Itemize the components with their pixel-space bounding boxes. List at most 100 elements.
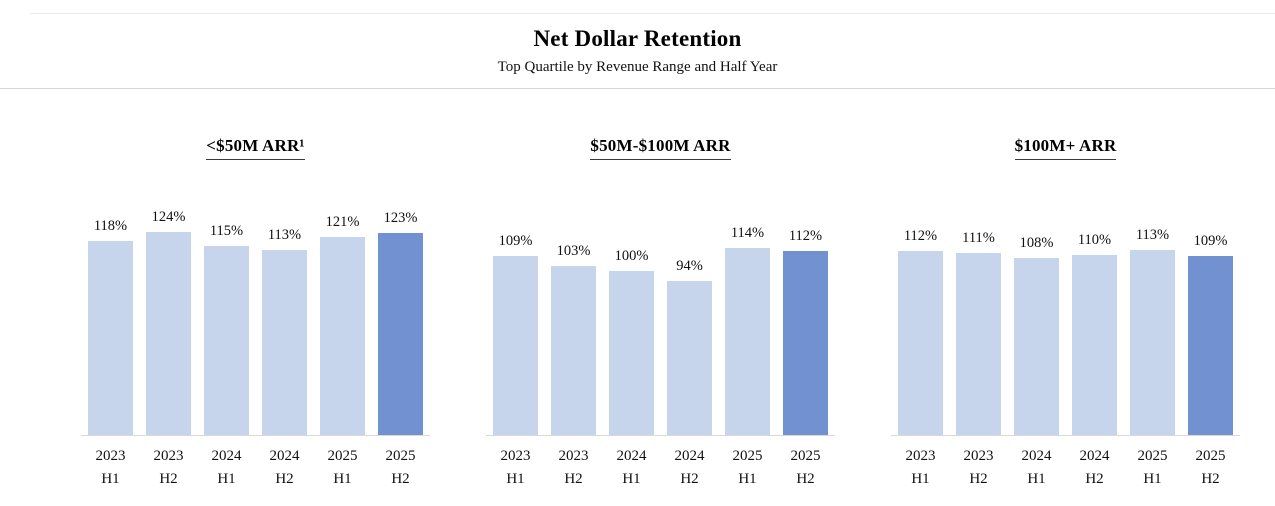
x-axis-label-half: H1 (1027, 471, 1046, 487)
x-axis-label-year: 2023 (95, 448, 126, 464)
bar-value-label: 100% (614, 248, 649, 264)
bar (1014, 258, 1059, 435)
bar (898, 251, 943, 435)
x-axis-label-year: 2025 (1137, 448, 1168, 464)
x-axis-label-year: 2025 (1195, 448, 1226, 464)
x-axis-label-half: H1 (101, 471, 120, 487)
x-axis-label-year: 2023 (153, 448, 184, 464)
x-axis-label-half: H2 (1085, 471, 1104, 487)
x-axis-label-year: 2023 (500, 448, 531, 464)
chart-panel: <$50M ARR¹ 118% 124% 115% 113% 121% 123% 2023 H1… (81, 89, 430, 491)
x-axis-label-half: H2 (564, 471, 583, 487)
bar-value-label: 112% (788, 228, 823, 244)
bar-group: 110% (1072, 232, 1117, 435)
x-axis-label-half: H1 (738, 471, 757, 487)
bar-group: 115% (204, 223, 249, 435)
chart-header: Net Dollar Retention Top Quartile by Rev… (0, 0, 1275, 89)
bar (378, 233, 423, 435)
x-axis-labels-row: 2023 H1 2023 H2 2024 H1 2024 H2 2025 H1 2025 H2 (81, 445, 430, 491)
bar-group: 94% (667, 258, 712, 435)
x-axis-label: 2025 H2 (378, 445, 423, 491)
x-axis-labels-row: 2023 H1 2023 H2 2024 H1 2024 H2 2025 H1 2025 H2 (486, 445, 835, 491)
x-axis-label-year: 2024 (1079, 448, 1110, 464)
x-axis-label: 2023 H1 (88, 445, 133, 491)
bar-group: 112% (783, 228, 828, 435)
panel-title: $100M+ ARR (1014, 136, 1117, 160)
bar-value-label: 103% (556, 243, 591, 259)
x-axis-label: 2023 H2 (551, 445, 596, 491)
x-axis-label-half: H1 (911, 471, 930, 487)
x-axis-label: 2025 H1 (725, 445, 770, 491)
bar-value-label: 113% (267, 227, 302, 243)
chart-title: Net Dollar Retention (533, 26, 742, 51)
bar (956, 253, 1001, 435)
x-axis-label-half: H1 (1143, 471, 1162, 487)
x-axis-label: 2025 H2 (783, 445, 828, 491)
x-axis-label-half: H1 (622, 471, 641, 487)
x-axis-label: 2024 H1 (609, 445, 654, 491)
x-axis-label-half: H2 (159, 471, 178, 487)
x-axis-label-year: 2025 (327, 448, 358, 464)
x-axis-label: 2024 H2 (262, 445, 307, 491)
panel-title-wrap: <$50M ARR¹ (81, 136, 430, 162)
x-axis-label-year: 2024 (211, 448, 242, 464)
bar-value-label: 112% (903, 228, 938, 244)
x-axis-label-year: 2025 (385, 448, 416, 464)
panels: <$50M ARR¹ 118% 124% 115% 113% 121% 123% 2023 H1… (81, 89, 1275, 491)
bar-group: 109% (493, 233, 538, 435)
bar-value-label: 111% (962, 230, 995, 246)
bar (667, 281, 712, 435)
bar (1072, 255, 1117, 435)
x-axis-label-year: 2023 (558, 448, 589, 464)
bar-group: 123% (378, 210, 423, 435)
panel-title: <$50M ARR¹ (206, 136, 305, 160)
bar-value-label: 109% (1193, 233, 1228, 249)
x-axis-label: 2024 H1 (1014, 445, 1059, 491)
x-axis-label-half: H2 (796, 471, 815, 487)
bar (262, 250, 307, 435)
bars-row: 112% 111% 108% 110% 113% 109% (891, 191, 1240, 436)
x-axis-label: 2023 H2 (956, 445, 1001, 491)
chart-panel: $50M-$100M ARR 109% 103% 100% 94% 114% 112% 202… (486, 89, 835, 491)
bar (1188, 256, 1233, 435)
x-axis-label-half: H2 (969, 471, 988, 487)
bar-group: 112% (898, 228, 943, 435)
bar (609, 271, 654, 435)
chart-subtitle: Top Quartile by Revenue Range and Half Y… (497, 59, 778, 75)
bar (725, 248, 770, 435)
bar-group: 103% (551, 243, 596, 435)
bar (551, 266, 596, 435)
x-axis-label: 2023 H1 (493, 445, 538, 491)
panel-title: $50M-$100M ARR (590, 136, 731, 160)
x-axis-label: 2024 H1 (204, 445, 249, 491)
bar (88, 241, 133, 435)
x-axis-label-half: H1 (217, 471, 236, 487)
bar (783, 251, 828, 435)
bar-value-label: 109% (498, 233, 533, 249)
bar-group: 109% (1188, 233, 1233, 435)
x-axis-label: 2024 H2 (667, 445, 712, 491)
bars-row: 109% 103% 100% 94% 114% 112% (486, 191, 835, 436)
x-axis-label-half: H2 (275, 471, 294, 487)
bar-group: 100% (609, 248, 654, 435)
bar-group: 121% (320, 214, 365, 435)
bar-value-label: 113% (1135, 227, 1170, 243)
x-axis-label-half: H1 (333, 471, 352, 487)
bar-group: 124% (146, 209, 191, 435)
bar (146, 232, 191, 435)
panel-title-wrap: $50M-$100M ARR (486, 136, 835, 162)
bars-row: 118% 124% 115% 113% 121% 123% (81, 191, 430, 436)
x-axis-label-year: 2024 (269, 448, 300, 464)
window-top-hairline (30, 13, 1275, 14)
panel-title-wrap: $100M+ ARR (891, 136, 1240, 162)
bar-group: 111% (956, 230, 1001, 435)
bar-group: 114% (725, 225, 770, 435)
bar (493, 256, 538, 435)
bar-value-label: 123% (383, 210, 418, 226)
bar-value-label: 115% (209, 223, 244, 239)
x-axis-label: 2025 H1 (320, 445, 365, 491)
bar (1130, 250, 1175, 435)
x-axis-label-half: H2 (391, 471, 410, 487)
x-axis-labels-row: 2023 H1 2023 H2 2024 H1 2024 H2 2025 H1 2025 H2 (891, 445, 1240, 491)
x-axis-label: 2023 H2 (146, 445, 191, 491)
